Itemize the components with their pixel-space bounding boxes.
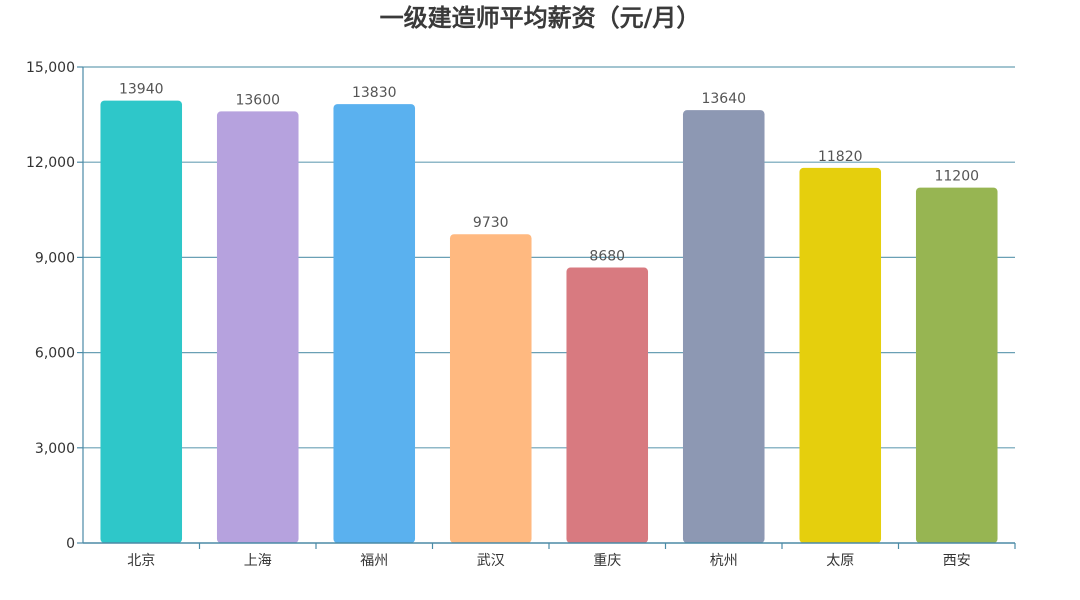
bar	[449, 234, 532, 543]
y-tick-label: 0	[66, 536, 75, 552]
bar	[799, 167, 882, 544]
bar	[915, 187, 998, 543]
x-tick-label: 西安	[943, 553, 971, 569]
data-label: 9730	[473, 215, 509, 231]
y-tick-label: 6,000	[35, 346, 75, 362]
bar	[333, 104, 416, 544]
bar	[216, 111, 299, 543]
y-tick-label: 3,000	[35, 441, 75, 457]
data-label: 13640	[701, 91, 746, 107]
data-label: 8680	[589, 249, 625, 265]
chart-title: 一级建造师平均薪资（元/月）	[380, 4, 701, 32]
data-label: 11820	[818, 149, 863, 165]
y-tick-label: 9,000	[35, 250, 75, 266]
x-tick-label: 杭州	[710, 553, 738, 569]
y-axis-ticks: 0 3,000 6,000 9,000 12,000 15,000	[26, 60, 84, 552]
bar	[100, 100, 183, 544]
x-axis: 北京 上海 福州 武汉 重庆 杭州 太原 西安	[83, 542, 1016, 569]
bar	[566, 267, 649, 543]
y-tick-label: 12,000	[26, 155, 75, 171]
x-tick-label: 武汉	[477, 553, 505, 569]
data-label: 13830	[352, 85, 397, 101]
x-tick-label: 北京	[127, 553, 155, 569]
x-tick-label: 上海	[244, 553, 272, 569]
data-label: 13940	[119, 82, 164, 98]
bar	[682, 110, 765, 543]
bars	[100, 100, 998, 544]
x-tick-label: 福州	[360, 553, 388, 569]
x-tick-label: 重庆	[593, 553, 621, 569]
data-label: 11200	[934, 169, 979, 185]
data-label: 13600	[235, 92, 280, 108]
x-tick-label: 太原	[826, 553, 854, 569]
y-tick-label: 15,000	[26, 60, 75, 76]
data-labels: 13940 13600 13830 9730 8680 13640 11820 11200	[119, 82, 979, 265]
